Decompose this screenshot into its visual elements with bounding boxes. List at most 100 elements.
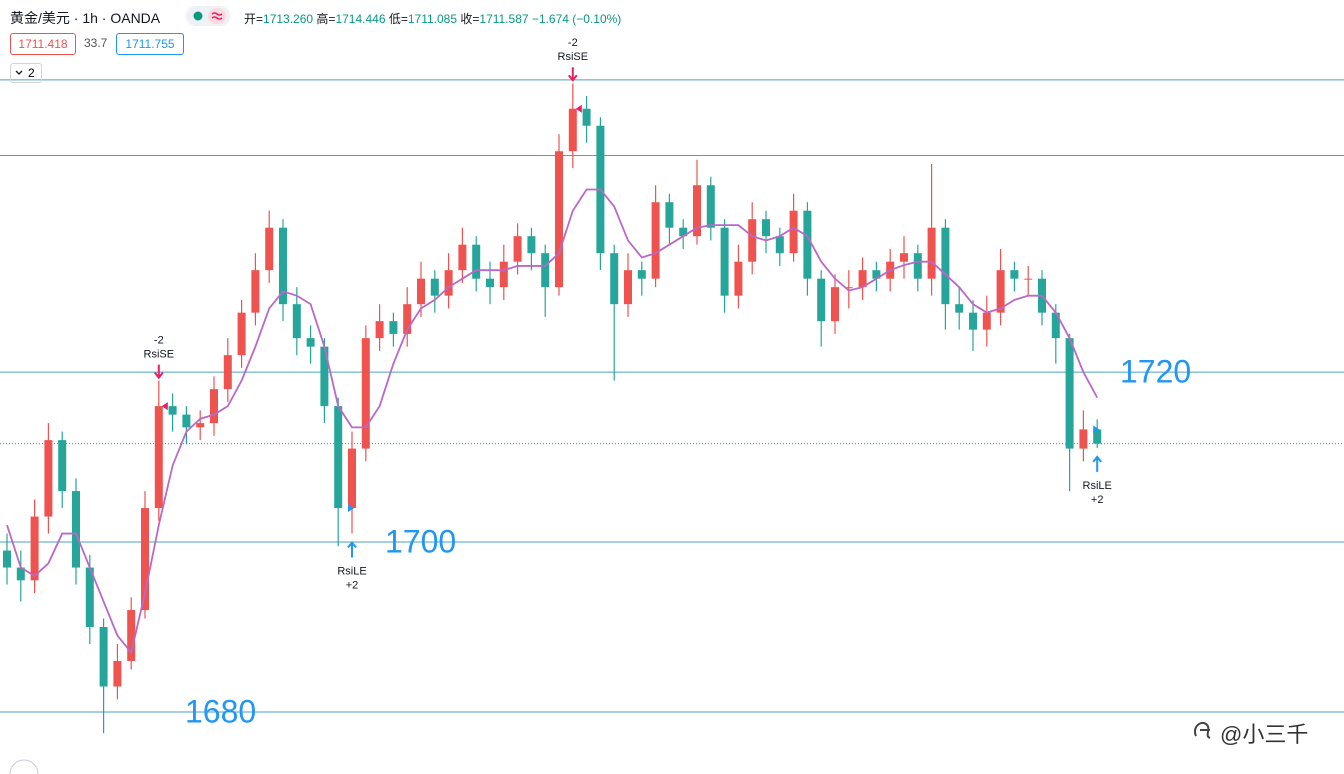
candle-body (831, 287, 839, 322)
candle-body (513, 236, 522, 262)
candle-body (417, 278, 425, 305)
candle-body (789, 210, 798, 254)
candle-body (913, 253, 922, 279)
indicators-count: 2 (28, 66, 35, 80)
signal-marker (575, 104, 582, 113)
candle-body (872, 270, 881, 279)
candle-body (927, 227, 936, 279)
signal-qty: +2 (346, 579, 359, 591)
ohlc-label: 开= (244, 12, 264, 26)
candle-body (306, 338, 315, 347)
ohlc-label: 高= (316, 12, 336, 26)
candle-body (223, 355, 232, 390)
candle-body (237, 312, 246, 356)
candle-body (472, 244, 481, 279)
candle-body (775, 236, 784, 254)
chevron (15, 70, 23, 75)
candle-body (1065, 338, 1074, 449)
candle-body (320, 346, 329, 407)
candle-body (748, 219, 757, 262)
candle-body (113, 661, 122, 687)
indicators-toggle[interactable]: 2 (10, 63, 42, 83)
candle-body (624, 270, 632, 305)
signal-marker (161, 402, 168, 411)
candle-body (996, 270, 1005, 313)
candle-body (803, 210, 812, 279)
candle-body (279, 227, 287, 305)
candle-body (762, 219, 770, 237)
candle-body (982, 312, 991, 330)
candle-body (430, 278, 439, 296)
candle-body (955, 304, 964, 313)
candle-body (610, 253, 619, 305)
candle-body (499, 261, 508, 288)
candle-body (900, 253, 908, 262)
moving-average (6, 188, 1098, 655)
candle-body (817, 278, 826, 322)
ask-price[interactable]: 1711.755 (116, 33, 184, 55)
candle-body (361, 338, 370, 449)
corner-button[interactable] (8, 756, 42, 774)
signal-qty: +2 (1091, 494, 1104, 506)
ohlc-value: 1714.446 (335, 12, 386, 26)
candle-body (1079, 429, 1088, 449)
candle-body (292, 304, 301, 339)
candle-body (844, 287, 853, 289)
candle-body (251, 270, 260, 313)
ohlc-value: 1711.587 (479, 12, 529, 26)
candle-body (693, 185, 701, 237)
candle-body (168, 406, 177, 415)
candle-body (265, 227, 274, 271)
level-label: 1700 (385, 524, 456, 560)
level-label: 1680 (185, 693, 256, 729)
ohlc-value: 1713.260 (263, 12, 314, 26)
signal-label: RsiLE (337, 565, 366, 577)
candle-body (637, 270, 646, 279)
watermark: @小三千 (1220, 722, 1309, 747)
ohlc-value: 1711.085 (407, 12, 458, 26)
candle-body (403, 304, 412, 334)
candle-body (651, 202, 660, 279)
candle-body (665, 202, 674, 228)
candle-body (85, 567, 94, 628)
candle-body (1010, 270, 1019, 279)
price-change: −1.674 (−0.10%) (531, 12, 622, 26)
status-pills[interactable] (186, 6, 230, 28)
candle-body (30, 516, 39, 581)
candle-body (1093, 429, 1102, 444)
candle-body (706, 185, 715, 228)
market-open-dot (193, 11, 203, 21)
signal-label: RsiSE (558, 51, 589, 63)
candle-body (679, 227, 688, 237)
instrument[interactable]: 黄金/美元 · 1h · OANDA (10, 10, 161, 26)
signal-arrow (1092, 455, 1102, 472)
signal-qty: -2 (568, 37, 578, 49)
bid-price[interactable]: 1711.418 (10, 33, 76, 55)
candle-body (941, 227, 950, 305)
candle-body (458, 244, 467, 271)
candle-body (127, 610, 136, 662)
signal-qty: -2 (154, 335, 164, 347)
level-label: 1720 (1120, 354, 1191, 390)
candle-body (154, 406, 163, 509)
candle-body (555, 151, 563, 288)
candle-body (334, 406, 343, 509)
ohlc-label: 收= (460, 12, 480, 26)
candle-body (527, 236, 536, 254)
candle-body (486, 278, 494, 288)
candle-body (720, 227, 729, 296)
ohlc-legend: 开=1713.260 高=1714.446 低=1711.085 收=1711.… (244, 10, 621, 27)
candle-body (1051, 312, 1060, 339)
signal-label: RsiSE (144, 349, 175, 361)
ohlc-label: 低= (388, 12, 408, 26)
signal-arrow (347, 540, 357, 558)
pill-alt (208, 8, 226, 24)
candle-body (44, 440, 53, 517)
signal-marker (1093, 425, 1100, 434)
candle-body (58, 440, 67, 492)
candle-body (210, 389, 218, 424)
candle-body (1024, 278, 1033, 280)
signal-arrow (154, 364, 164, 380)
signal-arrow (568, 67, 578, 82)
